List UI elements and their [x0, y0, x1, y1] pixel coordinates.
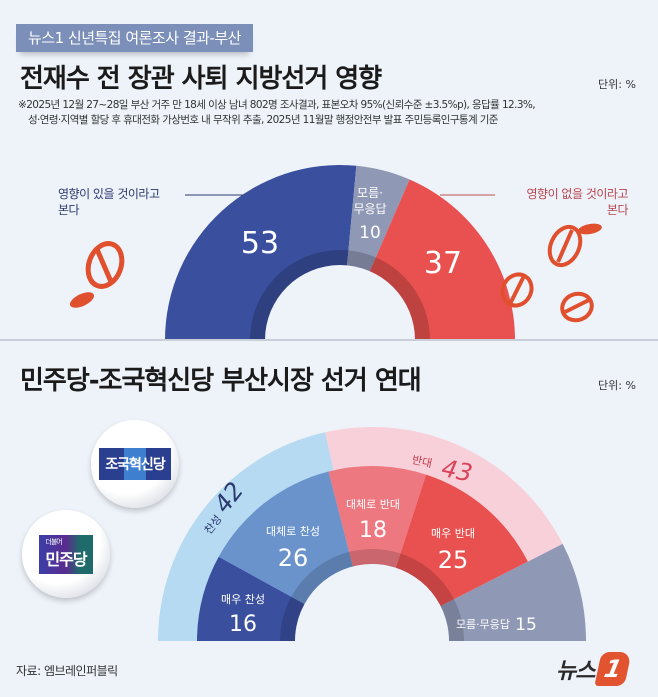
news1-logo: 뉴스 1	[556, 652, 633, 686]
label-no-line2: 본다	[606, 203, 629, 217]
no-sign-icon	[69, 241, 125, 308]
label-dk-2: 무응답	[353, 202, 386, 216]
some-oppose-label: 대체로 반대	[346, 498, 400, 511]
strong-agree-value: 16	[229, 612, 257, 637]
label-yes-line1: 영향이 있을 것이라고	[58, 187, 160, 201]
badge-rebuilding-korea-party: 조국혁신당	[91, 420, 179, 508]
survey-note: ※2025년 12월 27~28일 부산 거주 만 18세 이상 남녀 802명…	[18, 98, 648, 128]
series-tag: 뉴스1 신년특집 여론조사 결과-부산	[16, 24, 253, 52]
oppose-value: 43	[439, 454, 475, 488]
no-sign-icon	[547, 223, 602, 268]
some-agree-label: 대체로 찬성	[266, 524, 320, 538]
label-yes-line2: 본다	[58, 203, 80, 217]
dk-value: 15	[515, 615, 537, 635]
label-no-line1: 영향이 없을 것이라고	[526, 187, 629, 201]
label-dk-1: 모름·	[357, 186, 383, 200]
party-flag-democratic: 더불어 민주당	[39, 534, 93, 574]
badge-democratic-party: 더불어 민주당	[22, 510, 110, 598]
chart2-title: 민주당-조국혁신당 부산시장 선거 연대	[20, 366, 422, 396]
segment-some-oppose	[328, 466, 427, 641]
value-no: 37	[424, 246, 462, 281]
no-sign-icon	[560, 291, 594, 323]
chart1-title: 전재수 전 장관 사퇴 지방선거 영향	[20, 64, 382, 94]
some-oppose-value: 18	[359, 518, 387, 543]
chart2-unit: 단위: %	[598, 379, 636, 392]
chart1-semi-donut: 53 모름· 무응답 10 37	[69, 165, 602, 340]
some-agree-value: 26	[278, 544, 309, 572]
no-sign-icon	[500, 272, 534, 308]
party-flag-main-text: 민주당	[45, 549, 87, 569]
strong-oppose-value: 25	[438, 546, 469, 574]
value-dont-know: 10	[359, 223, 381, 243]
label-no: 영향이 없을 것이라고 본다	[500, 186, 629, 218]
strong-oppose-label: 매우 반대	[431, 527, 475, 540]
survey-note-line2: 성·연령·지역별 할당 후 휴대전화 가상번호 내 무작위 추출, 2025년 …	[28, 114, 498, 126]
dk-label: 모름·무응답	[456, 618, 510, 631]
party-flag-small-text: 더불어	[45, 537, 62, 546]
section-divider	[0, 339, 658, 341]
value-yes: 53	[241, 226, 279, 261]
survey-note-line1: ※2025년 12월 27~28일 부산 거주 만 18세 이상 남녀 802명…	[18, 99, 536, 111]
logo-text: 뉴스	[556, 659, 595, 684]
donut-hole	[265, 265, 415, 340]
strong-agree-label: 매우 찬성	[221, 592, 265, 606]
chart1-unit: 단위: %	[598, 78, 636, 91]
baseline-mask	[0, 641, 658, 697]
party-flag-rebuilding: 조국혁신당	[99, 448, 171, 480]
logo-mark-icon: 1	[594, 652, 633, 686]
oppose-label: 반대	[411, 453, 434, 470]
source-text: 자료: 엠브레인퍼블릭	[16, 664, 118, 678]
label-yes: 영향이 있을 것이라고 본다	[58, 186, 160, 218]
